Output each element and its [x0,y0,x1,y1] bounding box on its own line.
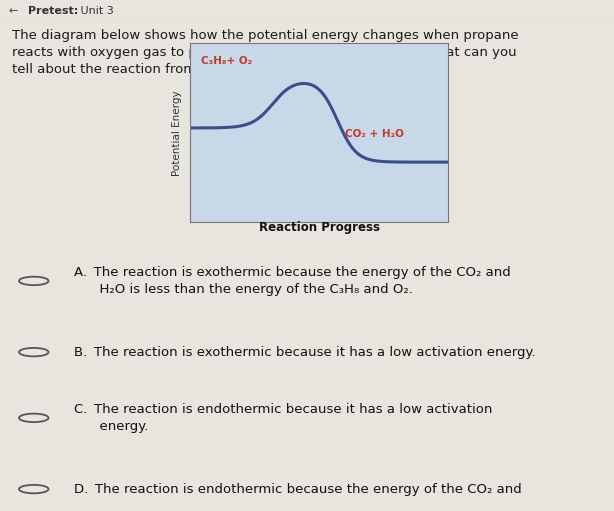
Text: C. The reaction is endothermic because it has a low activation
      energy.: C. The reaction is endothermic because i… [74,403,492,433]
Text: CO₂ + H₂O: CO₂ + H₂O [345,129,404,140]
Text: C₃H₈+ O₂: C₃H₈+ O₂ [201,56,252,66]
Text: Unit 3: Unit 3 [77,7,114,16]
Text: D. The reaction is endothermic because the energy of the CO₂ and: D. The reaction is endothermic because t… [74,482,521,496]
Text: A. The reaction is exothermic because the energy of the CO₂ and
      H₂O is les: A. The reaction is exothermic because th… [74,266,510,296]
Text: ←: ← [9,7,26,16]
Text: B. The reaction is exothermic because it has a low activation energy.: B. The reaction is exothermic because it… [74,345,535,359]
Text: The diagram below shows how the potential energy changes when propane
reacts wit: The diagram below shows how the potentia… [12,29,519,76]
Text: Reaction Progress: Reaction Progress [258,221,380,234]
Text: Pretest:: Pretest: [28,7,78,16]
Text: Potential Energy: Potential Energy [171,90,182,176]
